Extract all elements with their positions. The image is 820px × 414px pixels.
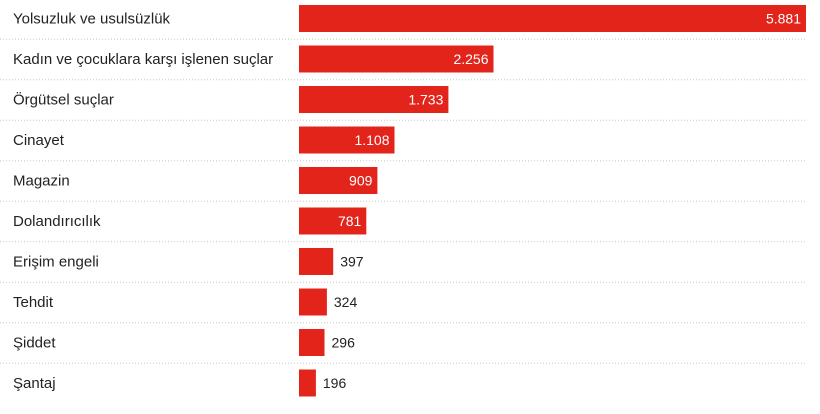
value-label: 296	[332, 335, 356, 351]
category-label: Dolandırıcılık	[13, 213, 101, 230]
category-label: Şiddet	[13, 335, 56, 352]
bar	[299, 248, 334, 275]
bar	[299, 45, 494, 73]
bar	[299, 207, 367, 235]
value-label: 397	[340, 254, 364, 270]
bar	[299, 5, 806, 32]
bar	[299, 86, 449, 113]
bar	[299, 288, 327, 316]
category-label: Örgütsel suçlar	[13, 91, 114, 109]
category-label: Magazin	[13, 173, 70, 190]
category-label: Şantaj	[13, 375, 56, 392]
value-label: 1.733	[408, 92, 443, 108]
value-label: 2.256	[453, 51, 488, 67]
value-label: 781	[338, 213, 362, 229]
bar	[299, 126, 395, 154]
category-label: Kadın ve çocuklara karşı işlenen suçlar	[13, 51, 273, 68]
value-label: 324	[334, 294, 358, 310]
bar	[299, 167, 378, 194]
bar	[299, 369, 316, 397]
value-label: 5.881	[766, 11, 801, 27]
category-label: Erişim engeli	[13, 254, 99, 271]
category-label: Yolsuzluk ve usulsüzlük	[13, 11, 171, 28]
bar	[299, 329, 325, 356]
value-label: 909	[349, 173, 373, 189]
category-label: Tehdit	[13, 294, 54, 311]
value-label: 1.108	[354, 132, 389, 148]
value-label: 196	[323, 375, 347, 391]
category-label: Cinayet	[13, 132, 65, 149]
